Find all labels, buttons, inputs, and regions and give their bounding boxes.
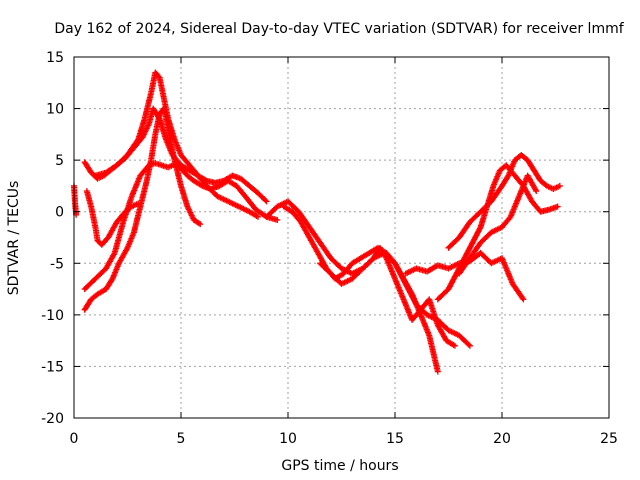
data-point bbox=[533, 188, 540, 195]
y-tick-label: 10 bbox=[46, 102, 64, 118]
plot-frame bbox=[73, 56, 610, 419]
x-tick-label: 0 bbox=[70, 431, 79, 447]
series-track-9 bbox=[317, 249, 473, 349]
x-tick-label: 15 bbox=[386, 431, 404, 447]
grid bbox=[74, 57, 609, 418]
data-point bbox=[466, 342, 473, 349]
data-point bbox=[255, 213, 262, 220]
data-points bbox=[71, 69, 563, 375]
data-point bbox=[197, 221, 204, 228]
chart-title: Day 162 of 2024, Sidereal Day-to-day VTE… bbox=[54, 21, 624, 37]
y-tick-label: -10 bbox=[41, 308, 64, 324]
data-point bbox=[556, 182, 563, 189]
x-tick-label: 5 bbox=[177, 431, 186, 447]
data-point bbox=[554, 203, 561, 210]
x-axis-title: GPS time / hours bbox=[281, 458, 398, 474]
y-tick-label: -15 bbox=[41, 359, 64, 375]
series-track-6 bbox=[92, 69, 262, 220]
y-tick-label: 0 bbox=[55, 205, 64, 221]
y-tick-label: 5 bbox=[55, 153, 64, 169]
data-point bbox=[274, 216, 281, 223]
y-tick-label: 15 bbox=[46, 50, 64, 66]
data-point bbox=[135, 200, 142, 207]
y-axis-title: SDTVAR / TECUs bbox=[6, 181, 22, 296]
series-track-7 bbox=[263, 198, 458, 349]
series-track-13 bbox=[456, 172, 540, 277]
x-tick-label: 25 bbox=[600, 431, 618, 447]
y-tick-label: -5 bbox=[50, 256, 64, 272]
data-point bbox=[195, 220, 202, 227]
data-point bbox=[520, 296, 527, 303]
x-tick-label: 10 bbox=[279, 431, 297, 447]
data-point bbox=[451, 342, 458, 349]
series-track-5 bbox=[81, 160, 281, 293]
data-point bbox=[263, 198, 270, 205]
data-point bbox=[519, 295, 526, 302]
data-point bbox=[465, 341, 472, 348]
data-point bbox=[434, 368, 441, 375]
series-track-12 bbox=[445, 151, 563, 251]
data-point bbox=[262, 197, 269, 204]
ticks: 0 5 10 15 20 25 15 10 5 0 -5 -10 -15 -20 bbox=[41, 50, 618, 447]
x-tick-label: 20 bbox=[493, 431, 511, 447]
y-tick-label: -20 bbox=[41, 411, 64, 427]
series-track-3 bbox=[81, 105, 204, 313]
